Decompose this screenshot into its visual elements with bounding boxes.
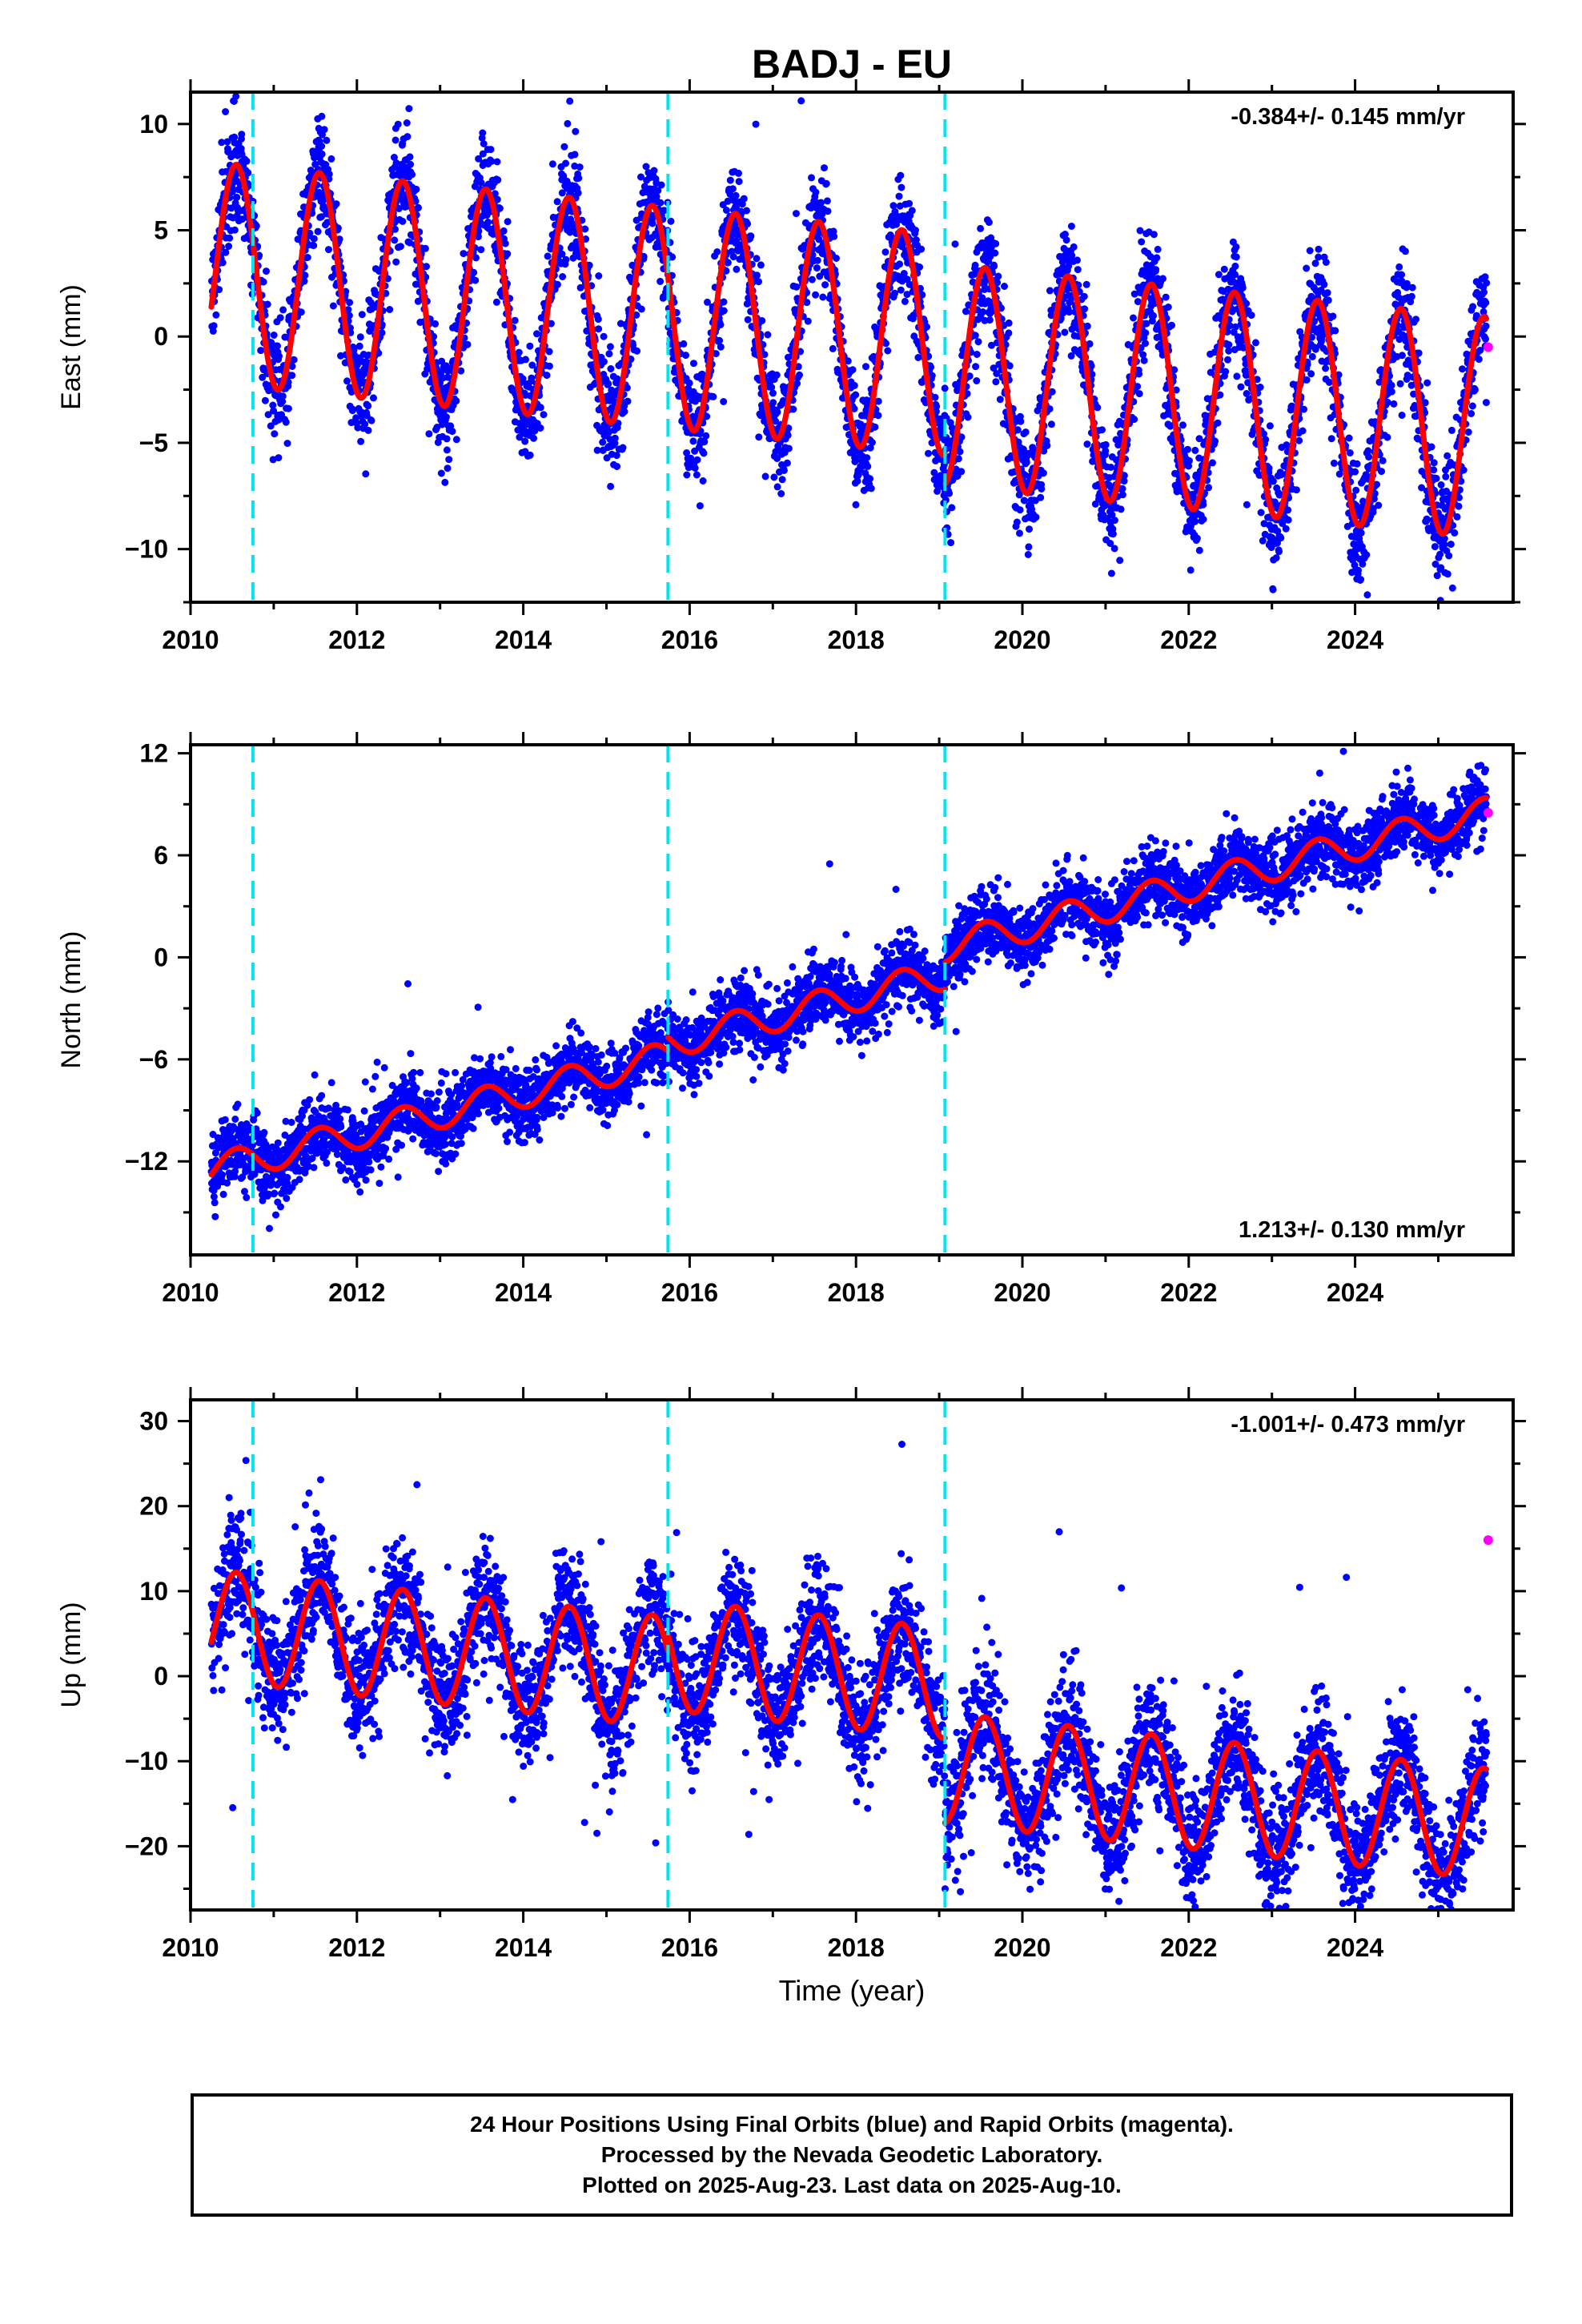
footer-line-2: Processed by the Nevada Geodetic Laborat…	[601, 2140, 1103, 2170]
footer-line-3: Plotted on 2025-Aug-23. Last data on 202…	[582, 2170, 1122, 2201]
y-tick-label: −10	[125, 535, 168, 564]
rapid-orbit-point	[1484, 343, 1493, 352]
x-tick-label: 2012	[328, 1933, 385, 1962]
data-layer	[208, 748, 1493, 1232]
x-tick-label: 2010	[162, 1278, 219, 1307]
footer-line-1: 24 Hour Positions Using Final Orbits (bl…	[470, 2109, 1234, 2140]
y-tick-label: 0	[154, 1662, 168, 1691]
y-tick-label: 0	[154, 943, 168, 971]
x-tick-label: 2014	[495, 1933, 552, 1962]
final-orbit-points	[208, 73, 1490, 632]
final-orbit-points	[208, 1441, 1491, 2008]
x-tick-label: 2024	[1327, 625, 1383, 654]
x-tick-label: 2024	[1327, 1278, 1383, 1307]
panel-east: 2010 2012 2014 2016 2018 2020 2022 2024 −10 −5 0 5 1…	[56, 42, 1526, 654]
x-tick-label: 2016	[661, 1278, 718, 1307]
y-tick-label: −12	[125, 1147, 168, 1176]
x-tick-label: 2012	[328, 625, 385, 654]
y-axis-label: Up (mm)	[56, 1602, 86, 1707]
data-layer	[208, 1441, 1493, 2008]
rapid-orbit-point	[1484, 1535, 1493, 1545]
y-tick-label: 5	[154, 216, 168, 245]
y-tick-label: 0	[154, 322, 168, 351]
rapid-orbit-point	[1484, 808, 1493, 818]
x-tick-label: 2018	[828, 1933, 885, 1962]
data-layer	[208, 73, 1493, 632]
footer-caption: 24 Hour Positions Using Final Orbits (bl…	[191, 2093, 1513, 2217]
panel-north: 2010 2012 2014 2016 2018 2020 2022 2024 −12 −6 0 6 1…	[56, 732, 1526, 1307]
x-tick-label: 2010	[162, 1933, 219, 1962]
x-tick-label: 2016	[661, 1933, 718, 1962]
x-tick-label: 2024	[1327, 1933, 1383, 1962]
x-tick-label: 2018	[828, 1278, 885, 1307]
x-tick-label: 2022	[1160, 1278, 1217, 1307]
x-tick-label: 2014	[495, 1278, 552, 1307]
x-tick-label: 2018	[828, 625, 885, 654]
final-orbit-points	[208, 748, 1491, 1232]
x-tick-label: 2010	[162, 625, 219, 654]
velocity-rate-label: -1.001+/- 0.473 mm/yr	[1231, 1412, 1465, 1437]
y-tick-label: −6	[139, 1045, 168, 1074]
y-tick-label: −10	[125, 1747, 168, 1775]
velocity-rate-label: -0.384+/- 0.145 mm/yr	[1231, 104, 1465, 130]
y-tick-label: −20	[125, 1831, 168, 1860]
x-tick-label: 2016	[661, 625, 718, 654]
x-tick-label: 2020	[994, 1278, 1050, 1307]
y-tick-label: 20	[139, 1492, 168, 1521]
x-tick-label: 2022	[1160, 625, 1217, 654]
panel-up: 2010 2012 2014 2016 2018 2020 2022 2024 −20 −10 0 1…	[56, 1387, 1526, 2008]
y-axis-label: East (mm)	[56, 284, 86, 410]
x-tick-label: 2020	[994, 625, 1050, 654]
y-tick-label: 10	[139, 110, 168, 139]
x-axis-label: Time (year)	[779, 1974, 926, 2007]
x-tick-label: 2012	[328, 1278, 385, 1307]
y-tick-label: 10	[139, 1577, 168, 1606]
y-tick-label: 6	[154, 841, 168, 870]
chart-title: BADJ - EU	[752, 42, 952, 86]
x-tick-label: 2020	[994, 1933, 1050, 1962]
y-tick-label: 30	[139, 1407, 168, 1436]
y-tick-label: −5	[139, 428, 168, 457]
velocity-rate-label: 1.213+/- 0.130 mm/yr	[1239, 1217, 1465, 1243]
x-tick-label: 2022	[1160, 1933, 1217, 1962]
y-tick-label: 12	[139, 739, 168, 768]
y-axis-label: North (mm)	[56, 931, 86, 1069]
x-tick-label: 2014	[495, 625, 552, 654]
